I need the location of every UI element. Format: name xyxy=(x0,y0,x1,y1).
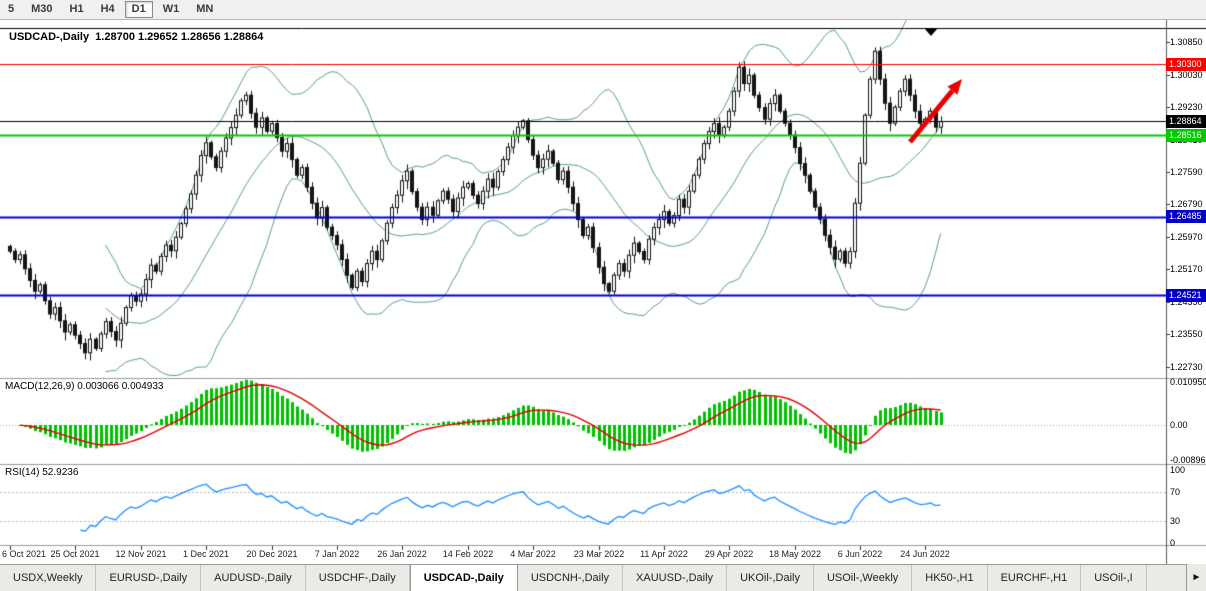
tab-eurusd-daily[interactable]: EURUSD-,Daily xyxy=(96,565,202,591)
rsi-axis-label: 70 xyxy=(1170,487,1181,497)
date-axis-label: 1 Dec 2021 xyxy=(182,549,230,559)
price-axis-label: 1.25970 xyxy=(1170,232,1203,242)
tab-eurchf-h1[interactable]: EURCHF-,H1 xyxy=(988,565,1082,591)
rsi-axis-label: 30 xyxy=(1170,516,1181,526)
tab-usoil-partial[interactable]: USOil-,I xyxy=(1081,565,1147,591)
macd-axis-label: 0.00 xyxy=(1170,420,1188,430)
price-axis-label: 1.30850 xyxy=(1170,37,1203,47)
symbol-tabbar: USDX,Weekly EURUSD-,Daily AUDUSD-,Daily … xyxy=(0,564,1206,591)
price-badge-resistance: 1.30300 xyxy=(1166,58,1206,71)
price-axis-label: 1.26790 xyxy=(1170,199,1203,209)
tab-usdcnh-daily[interactable]: USDCNH-,Daily xyxy=(518,565,624,591)
chart-title-ohlc: USDCAD-,Daily 1.28700 1.29652 1.28656 1.… xyxy=(9,31,264,43)
date-axis-label: 18 May 2022 xyxy=(768,549,822,559)
price-badge-support-blue2: 1.24521 xyxy=(1166,289,1206,302)
macd-panel[interactable] xyxy=(0,379,1166,464)
price-badge-support-green: 1.28516 xyxy=(1166,129,1206,142)
date-axis-label: 11 Apr 2022 xyxy=(640,549,688,559)
date-axis-label: 24 Jun 2022 xyxy=(900,549,950,559)
price-axis-label: 1.22730 xyxy=(1170,362,1203,372)
timeframe-w1-button[interactable]: W1 xyxy=(156,1,187,18)
timeframe-m5-button[interactable]: 5 xyxy=(1,1,21,18)
price-axis-label: 1.24350 xyxy=(1170,297,1203,307)
tab-usdcad-daily[interactable]: USDCAD-,Daily xyxy=(409,565,518,591)
price-badge-current-price: 1.28864 xyxy=(1166,115,1206,128)
timeframe-toolbar: 5 M30 H1 H4 D1 W1 MN xyxy=(0,0,1206,20)
date-axis-label: 26 Jan 2022 xyxy=(377,549,427,559)
price-axis-label: 1.25170 xyxy=(1170,264,1203,274)
date-axis-label: 6 Oct 2021 xyxy=(2,549,47,559)
tab-hk50-h1[interactable]: HK50-,H1 xyxy=(912,565,988,591)
tab-ukoil-daily[interactable]: UKOil-,Daily xyxy=(727,565,814,591)
macd-indicator-label: MACD(12,26,9) 0.003066 0.004933 xyxy=(5,381,164,392)
timeframe-m30-button[interactable]: M30 xyxy=(24,1,59,18)
tab-usdx-weekly[interactable]: USDX,Weekly xyxy=(0,565,97,591)
date-axis-label: 23 Mar 2022 xyxy=(573,549,625,559)
date-axis-label: 12 Nov 2021 xyxy=(115,549,167,559)
rsi-axis-label: 0 xyxy=(1170,538,1176,548)
date-axis-label: 14 Feb 2022 xyxy=(442,549,494,559)
timeframe-h4-button[interactable]: H4 xyxy=(94,1,122,18)
rsi-indicator-label: RSI(14) 52.9236 xyxy=(5,467,79,478)
tab-scroll-right-icon[interactable]: ► xyxy=(1186,564,1206,591)
price-axis-label: 1.27590 xyxy=(1170,167,1203,177)
date-axis-label: 29 Apr 2022 xyxy=(704,549,754,559)
date-axis-label: 7 Jan 2022 xyxy=(314,549,360,559)
tab-usoil-weekly[interactable]: USOil-,Weekly xyxy=(814,565,913,591)
timeframe-mn-button[interactable]: MN xyxy=(189,1,220,18)
date-axis-label: 4 Mar 2022 xyxy=(510,549,556,559)
date-axis-label: 25 Oct 2021 xyxy=(50,549,100,559)
rsi-axis-label: 100 xyxy=(1170,465,1186,475)
tab-xauusd-daily[interactable]: XAUUSD-,Daily xyxy=(623,565,728,591)
date-axis-label: 20 Dec 2021 xyxy=(246,549,298,559)
timeframe-d1-button[interactable]: D1 xyxy=(124,1,153,18)
macd-axis-label: 0.010950 xyxy=(1170,377,1206,387)
price-axis-label: 1.29230 xyxy=(1170,102,1203,112)
tab-audusd-daily[interactable]: AUDUSD-,Daily xyxy=(201,565,306,591)
price-badge-support-blue1: 1.26485 xyxy=(1166,210,1206,223)
timeframe-h1-button[interactable]: H1 xyxy=(63,1,91,18)
main-chart-panel[interactable] xyxy=(0,20,1166,378)
price-axis-label: 1.30030 xyxy=(1170,70,1203,80)
price-axis-label: 1.23550 xyxy=(1170,329,1203,339)
date-axis-label: 6 Jun 2022 xyxy=(837,549,883,559)
macd-axis-label: -0.00896 xyxy=(1170,455,1206,465)
rsi-panel[interactable] xyxy=(0,465,1166,545)
tab-usdchf-daily[interactable]: USDCHF-,Daily xyxy=(306,565,410,591)
